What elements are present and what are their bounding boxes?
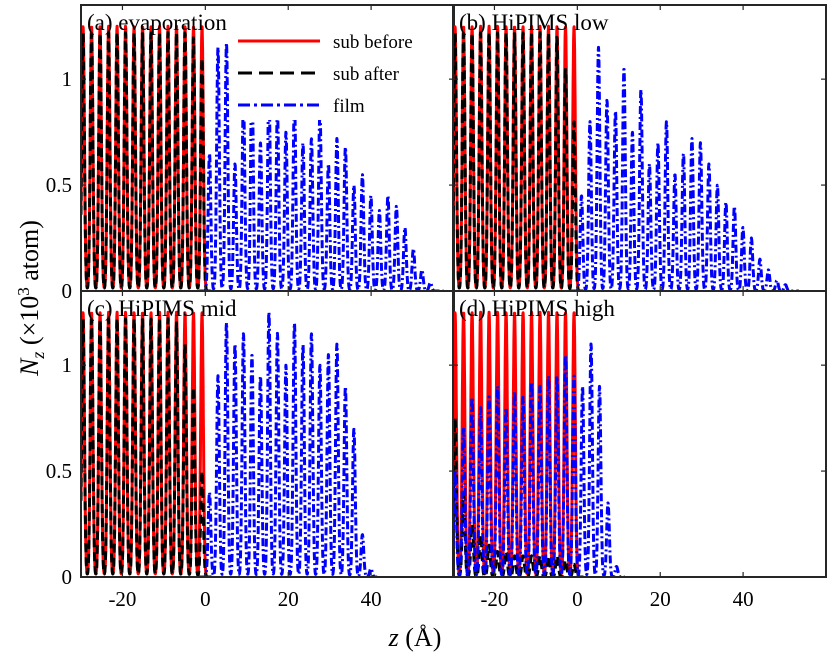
panel-series-1	[81, 24, 445, 291]
panel-title: (a) evaporation	[87, 10, 227, 35]
x-tick-label: 0	[200, 587, 211, 611]
x-tick-label: -20	[480, 587, 508, 611]
y-tick-label: 0	[62, 279, 73, 303]
y-tick-label: 0	[62, 565, 73, 589]
y-axis-label: Nz (×103 atom)	[14, 220, 48, 377]
series-sub-after-2	[453, 31, 585, 291]
panel-c-hipims-mid: -20 0 20 40 0 0.5 1 (c) HiPIMS mid	[46, 290, 455, 611]
panel-frame	[452, 290, 827, 578]
series-film-4	[453, 342, 627, 577]
x-tick-label: 40	[733, 587, 754, 611]
legend-label-sub-after: sub after	[333, 64, 400, 85]
panel-d-hipims-high: -20 0 20 40 (d) HiPIMS high	[452, 290, 827, 611]
y-tick-label: 0.5	[46, 173, 72, 197]
legend-label-sub-before: sub before	[333, 32, 413, 53]
y-tick-label: 1	[62, 353, 73, 377]
panel-b-hipims-low: (b) HiPIMS low	[452, 4, 827, 292]
x-tick-label: 20	[650, 587, 671, 611]
series-film-3	[197, 310, 379, 577]
y-tick-label: 0.5	[46, 459, 72, 483]
x-tick-label: 40	[361, 587, 382, 611]
panel-a-evaporation: 0 0.5 1 (a) evaporation	[46, 4, 455, 303]
series-sub-after-3	[81, 317, 213, 577]
panel-series-2	[453, 24, 801, 291]
legend-label-film: film	[333, 96, 365, 117]
panel-title: (d) HiPIMS high	[459, 296, 615, 321]
panels-group: 0 0.5 1 (a) evaporation (b) HiPIMS low -20 0 20…	[46, 4, 827, 611]
panel-series-3	[81, 310, 379, 577]
panel-title: (c) HiPIMS mid	[87, 296, 237, 321]
x-tick-label: -20	[108, 587, 136, 611]
x-axis-label: z (Å)	[388, 623, 442, 652]
y-tick-label: 1	[62, 67, 73, 91]
series-film-1	[197, 41, 445, 291]
panel-series-4	[453, 310, 627, 577]
series-film-2	[569, 45, 801, 291]
legend: sub before sub after film	[232, 24, 432, 120]
series-sub-after-1	[81, 31, 213, 291]
x-tick-label: 20	[278, 587, 299, 611]
x-tick-label: 0	[572, 587, 583, 611]
panel-title: (b) HiPIMS low	[459, 10, 609, 35]
